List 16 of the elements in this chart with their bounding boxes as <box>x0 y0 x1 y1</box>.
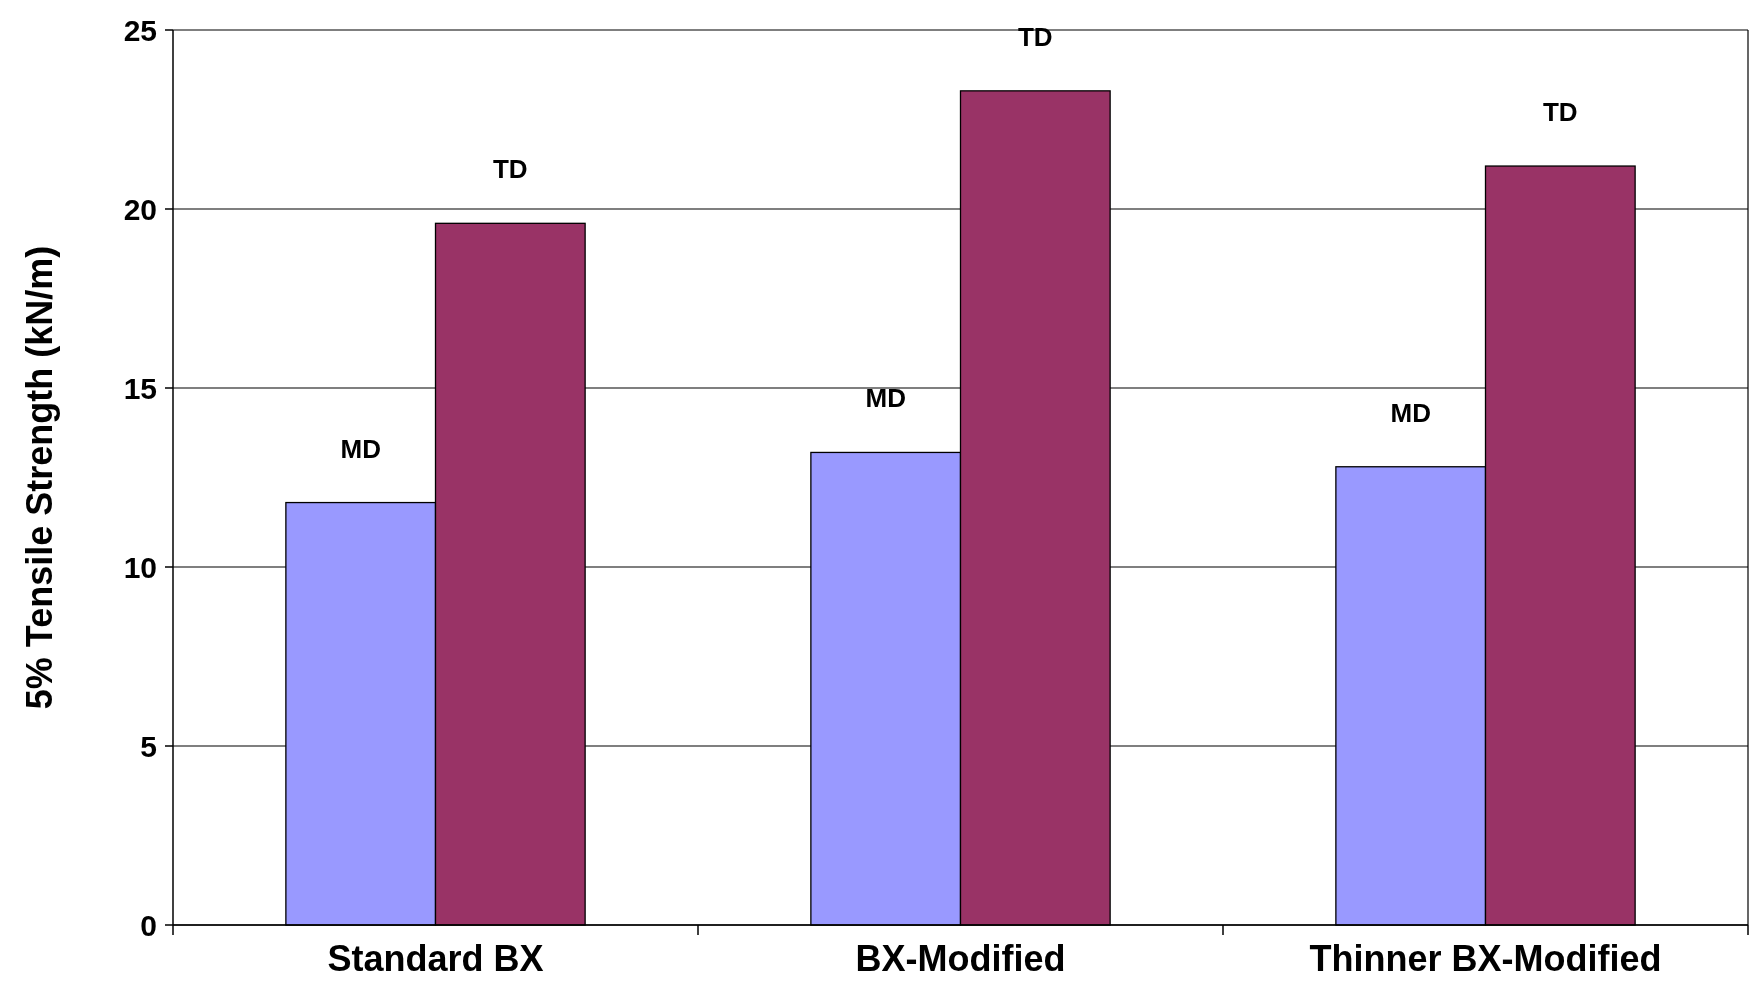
y-tick-label: 15 <box>123 371 157 405</box>
y-tick-label: 25 <box>123 13 157 47</box>
series-label: TD <box>1542 97 1578 128</box>
text: MD <box>1390 397 1431 428</box>
y-tick-label: 10 <box>123 550 157 584</box>
y-tick-label: 0 <box>140 908 157 942</box>
y-tick-label: 5 <box>140 729 157 763</box>
y-tick-label: 20 <box>123 192 157 226</box>
x-tick-label: BX-Modified <box>855 938 1066 979</box>
text: MD <box>865 383 906 414</box>
x-tick-label: Standard BX <box>327 938 544 979</box>
y-axis-title: 5% Tensile Strength (kN/m) <box>19 245 60 710</box>
text: TD <box>492 154 528 185</box>
series-label: MD <box>340 433 381 464</box>
text: TD <box>1017 21 1053 52</box>
x-tick-label: Thinner BX-Modified <box>1309 938 1662 979</box>
